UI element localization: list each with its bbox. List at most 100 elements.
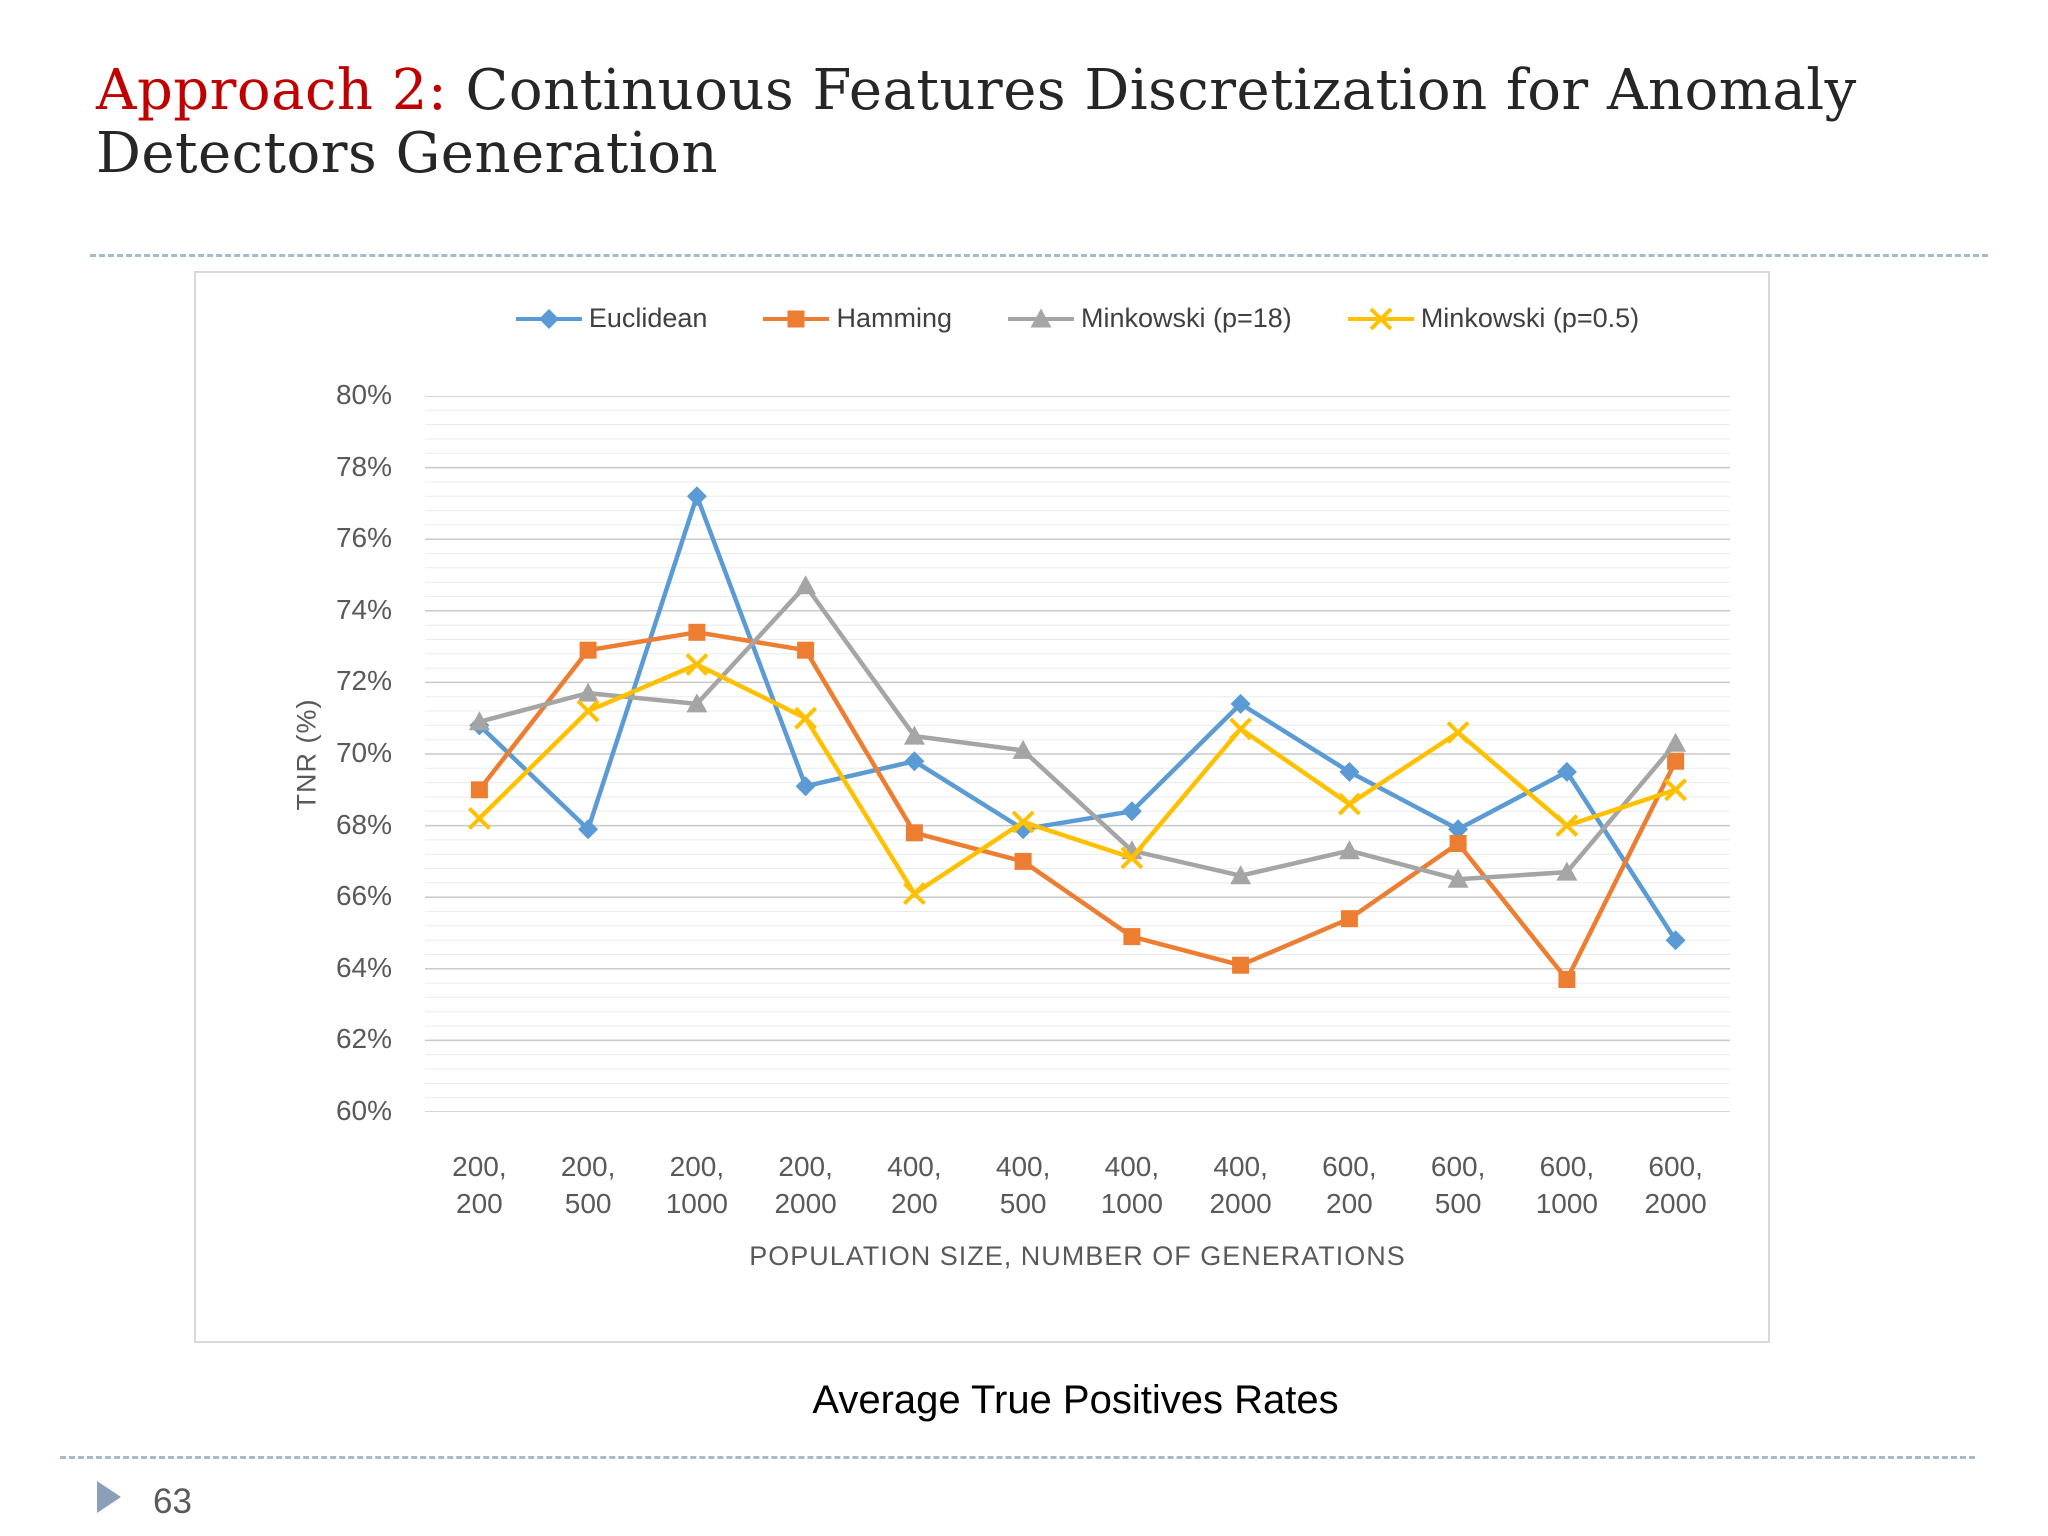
series-line-euclidean <box>477 493 1678 942</box>
x-tick-line1: 600, <box>1430 1151 1486 1182</box>
legend-marker-square-icon <box>763 310 830 327</box>
y-tick-label: 74% <box>335 593 392 625</box>
title-accent: Approach 2: <box>96 58 448 123</box>
chart-frame: Euclidean Hamming Minkowski (p=18) Minkowsk… <box>194 271 1770 1343</box>
y-tick-label: 72% <box>335 665 392 697</box>
legend-marker-triangle-icon <box>1007 308 1074 327</box>
marker-minkowski-p-0-5 <box>1664 778 1688 802</box>
legend-label: Minkowski (p=0.5) <box>1420 303 1640 333</box>
x-tick-line1: 400, <box>995 1151 1051 1182</box>
y-tick-label: 78% <box>335 450 392 482</box>
marker-minkowski-p-18 <box>1030 308 1052 327</box>
x-tick-line1: 200, <box>452 1151 507 1182</box>
y-tick-label: 62% <box>335 1023 392 1055</box>
marker-minkowski-p-18 <box>1447 868 1469 888</box>
marker-minkowski-p-0-5 <box>685 653 709 676</box>
marker-minkowski-p-0-5 <box>794 706 818 730</box>
marker-minkowski-p-0-5 <box>576 699 600 723</box>
x-tick-line1: 200, <box>560 1151 616 1182</box>
marker-minkowski-p-18 <box>1230 865 1252 885</box>
marker-hamming <box>1558 971 1576 988</box>
plot-area <box>425 396 1730 1112</box>
marker-minkowski-p-0-5 <box>467 806 491 830</box>
x-tick-label: 200, 500 <box>533 1148 643 1222</box>
x-tick-label: 200, 200 <box>424 1148 534 1222</box>
marker-minkowski-p-0-5 <box>1369 307 1393 330</box>
legend-label: Euclidean <box>588 303 708 333</box>
marker-euclidean <box>686 486 707 507</box>
x-tick-label: 400, 500 <box>968 1148 1078 1222</box>
x-tick-label: 600, 2000 <box>1621 1148 1731 1222</box>
marker-hamming <box>905 824 923 842</box>
title-rest: Continuous Features Discretization for A… <box>96 58 1857 186</box>
y-tick-label: 66% <box>335 880 392 912</box>
legend-item-euclidean: Euclidean <box>515 303 708 334</box>
marker-minkowski-p-0-5 <box>1555 814 1579 838</box>
page-arrow-icon <box>97 1481 121 1513</box>
x-tick-line2: 1000 <box>1535 1188 1599 1219</box>
y-tick-label: 68% <box>335 808 392 840</box>
y-axis-title: TNR (%) <box>291 698 322 810</box>
legend-item-hamming: Hamming <box>763 303 952 334</box>
marker-euclidean <box>795 776 816 797</box>
y-tick-label: 64% <box>335 951 392 983</box>
x-tick-line1: 400, <box>887 1151 942 1182</box>
x-axis-title: POPULATION SIZE, NUMBER OF GENERATIONS <box>749 1241 1406 1271</box>
marker-minkowski-p-18 <box>1012 739 1034 759</box>
x-tick-label: 600, 200 <box>1294 1148 1404 1222</box>
marker-minkowski-p-18 <box>795 575 817 595</box>
x-tick-line2: 200 <box>456 1188 503 1219</box>
x-tick-line1: 400, <box>1213 1151 1268 1182</box>
x-tick-line2: 200 <box>891 1188 938 1219</box>
series-line-minkowski-p-18 <box>478 583 1678 882</box>
marker-euclidean <box>904 751 925 772</box>
x-tick-line1: 200, <box>778 1151 833 1182</box>
marker-euclidean <box>1339 761 1360 782</box>
legend-item-minkowski-p-18: Minkowski (p=18) <box>1007 303 1292 334</box>
series-line-hamming <box>477 630 1678 982</box>
marker-minkowski-p-18 <box>1556 861 1578 881</box>
legend-item-minkowski-p-0-5: Minkowski (p=0.5) <box>1347 303 1640 334</box>
x-tick-label: 400, 1000 <box>1077 1148 1187 1222</box>
x-tick-label: 200, 1000 <box>642 1148 752 1222</box>
x-tick-line2: 500 <box>1434 1188 1482 1219</box>
x-tick-line2: 2000 <box>1209 1188 1272 1219</box>
marker-hamming <box>1340 910 1358 928</box>
x-tick-line2: 500 <box>999 1188 1047 1219</box>
marker-minkowski-p-18 <box>686 693 708 713</box>
x-tick-line2: 1000 <box>665 1188 729 1219</box>
marker-hamming <box>470 781 488 799</box>
legend-marker-x-icon <box>1347 307 1414 330</box>
marker-euclidean <box>1121 801 1142 822</box>
marker-euclidean <box>1665 930 1686 951</box>
x-tick-line2: 2000 <box>1644 1188 1707 1219</box>
x-tick-label: 400, 200 <box>859 1148 969 1222</box>
marker-hamming <box>579 641 597 659</box>
marker-minkowski-p-18 <box>903 725 925 745</box>
marker-minkowski-p-18 <box>577 682 599 702</box>
marker-hamming <box>797 641 815 659</box>
x-tick-line1: 200, <box>669 1151 725 1182</box>
marker-minkowski-p-0-5 <box>1337 792 1361 816</box>
x-tick-line1: 400, <box>1104 1151 1160 1182</box>
marker-minkowski-p-18 <box>1338 840 1360 860</box>
marker-hamming <box>1123 928 1141 946</box>
x-tick-line1: 600, <box>1322 1151 1377 1182</box>
x-tick-line2: 200 <box>1326 1188 1373 1219</box>
x-tick-line2: 2000 <box>774 1188 837 1219</box>
marker-hamming <box>787 310 805 327</box>
marker-minkowski-p-18 <box>468 711 490 731</box>
y-tick-label: 60% <box>335 1095 392 1126</box>
y-tick-label: 76% <box>335 522 392 554</box>
marker-euclidean <box>1448 819 1469 840</box>
chart-legend: Euclidean Hamming Minkowski (p=18) Minkowsk… <box>425 303 1730 334</box>
marker-hamming <box>1667 752 1685 770</box>
x-tick-line1: 600, <box>1648 1151 1703 1182</box>
marker-minkowski-p-0-5 <box>1229 717 1253 741</box>
x-tick-line2: 1000 <box>1100 1188 1164 1219</box>
x-tick-label: 600, 500 <box>1403 1148 1513 1222</box>
title-divider <box>90 254 1988 257</box>
x-tick-label: 400, 2000 <box>1186 1148 1296 1222</box>
x-tick-label: 600, 1000 <box>1512 1148 1622 1222</box>
